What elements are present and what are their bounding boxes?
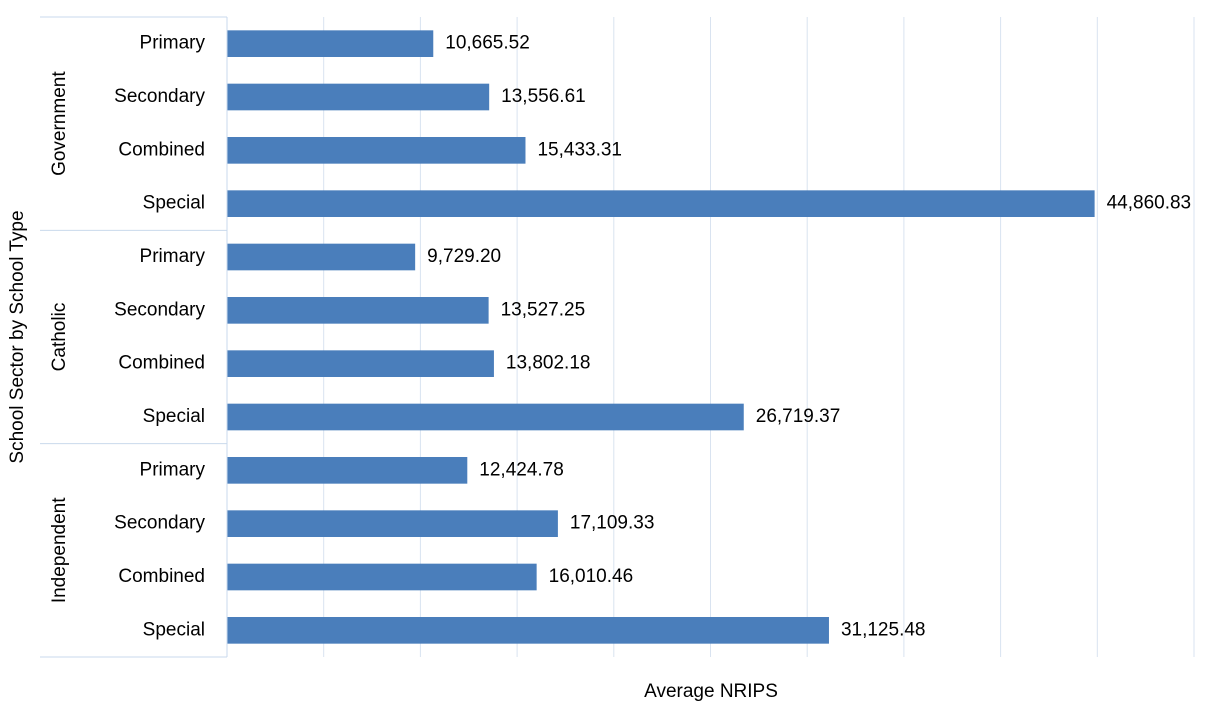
y-tick-label: Primary	[140, 33, 206, 54]
data-label: 15,433.31	[537, 139, 622, 160]
bar	[227, 510, 558, 537]
bar	[227, 137, 526, 164]
data-label: 13,556.61	[501, 86, 586, 107]
y-tick-label: Primary	[140, 459, 206, 480]
y-tick-label: Special	[143, 193, 205, 214]
data-label: 31,125.48	[841, 619, 926, 640]
y-tick-label: Combined	[118, 353, 205, 374]
y-tick-label: Special	[143, 619, 205, 640]
data-label: 13,527.25	[501, 299, 586, 320]
y-tick-label: Combined	[118, 139, 205, 160]
y-tick-label: Combined	[118, 566, 205, 587]
y-tick-label: Secondary	[114, 86, 205, 107]
bar	[227, 30, 434, 57]
data-label: 16,010.46	[549, 566, 634, 587]
data-label: 26,719.37	[756, 406, 841, 427]
bar	[227, 190, 1095, 217]
bar	[227, 563, 537, 591]
bar	[227, 243, 416, 271]
data-label: 13,802.18	[506, 353, 591, 374]
data-label: 12,424.78	[479, 459, 564, 480]
bar	[227, 457, 468, 484]
y-tick-label: Primary	[140, 246, 206, 267]
y-tick-label: Secondary	[114, 299, 205, 320]
y-axis-title: School Sector by School Type	[7, 210, 28, 463]
y-tick-label: Secondary	[114, 513, 205, 534]
bar	[227, 83, 490, 111]
data-label: 44,860.83	[1107, 193, 1192, 214]
data-label: 10,665.52	[445, 33, 530, 54]
data-label: 17,109.33	[570, 513, 655, 534]
group-label: Independent	[49, 497, 70, 603]
data-label: 9,729.20	[427, 246, 501, 267]
group-label: Government	[49, 71, 70, 176]
bar	[227, 297, 489, 324]
bar	[227, 617, 829, 644]
bar	[227, 403, 744, 431]
group-label: Catholic	[49, 303, 70, 372]
y-tick-label: Special	[143, 406, 205, 427]
bar	[227, 350, 494, 377]
x-axis-title: Average NRIPS	[644, 681, 778, 702]
